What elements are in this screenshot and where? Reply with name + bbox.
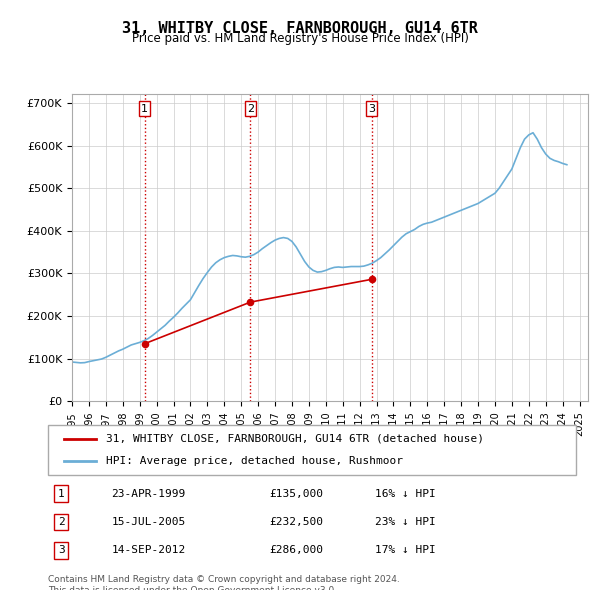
Text: 2: 2 (58, 517, 65, 527)
Text: £135,000: £135,000 (270, 489, 324, 499)
Text: 14-SEP-2012: 14-SEP-2012 (112, 546, 185, 555)
Text: 2: 2 (247, 104, 254, 114)
Text: Price paid vs. HM Land Registry's House Price Index (HPI): Price paid vs. HM Land Registry's House … (131, 32, 469, 45)
Text: 3: 3 (58, 546, 65, 555)
Text: 31, WHITBY CLOSE, FARNBOROUGH, GU14 6TR: 31, WHITBY CLOSE, FARNBOROUGH, GU14 6TR (122, 21, 478, 35)
Text: HPI: Average price, detached house, Rushmoor: HPI: Average price, detached house, Rush… (106, 456, 403, 466)
Text: 16% ↓ HPI: 16% ↓ HPI (376, 489, 436, 499)
Text: 1: 1 (141, 104, 148, 114)
Text: Contains HM Land Registry data © Crown copyright and database right 2024.
This d: Contains HM Land Registry data © Crown c… (48, 575, 400, 590)
Text: 1: 1 (58, 489, 65, 499)
Text: 23% ↓ HPI: 23% ↓ HPI (376, 517, 436, 527)
Point (367, 274, 376, 284)
Text: 17% ↓ HPI: 17% ↓ HPI (376, 546, 436, 555)
Point (245, 297, 255, 307)
Text: 31, WHITBY CLOSE, FARNBOROUGH, GU14 6TR (detached house): 31, WHITBY CLOSE, FARNBOROUGH, GU14 6TR … (106, 434, 484, 444)
FancyBboxPatch shape (48, 425, 576, 475)
Point (140, 339, 149, 348)
Text: £286,000: £286,000 (270, 546, 324, 555)
Text: £232,500: £232,500 (270, 517, 324, 527)
Text: 3: 3 (368, 104, 375, 114)
Text: 15-JUL-2005: 15-JUL-2005 (112, 517, 185, 527)
Text: 23-APR-1999: 23-APR-1999 (112, 489, 185, 499)
